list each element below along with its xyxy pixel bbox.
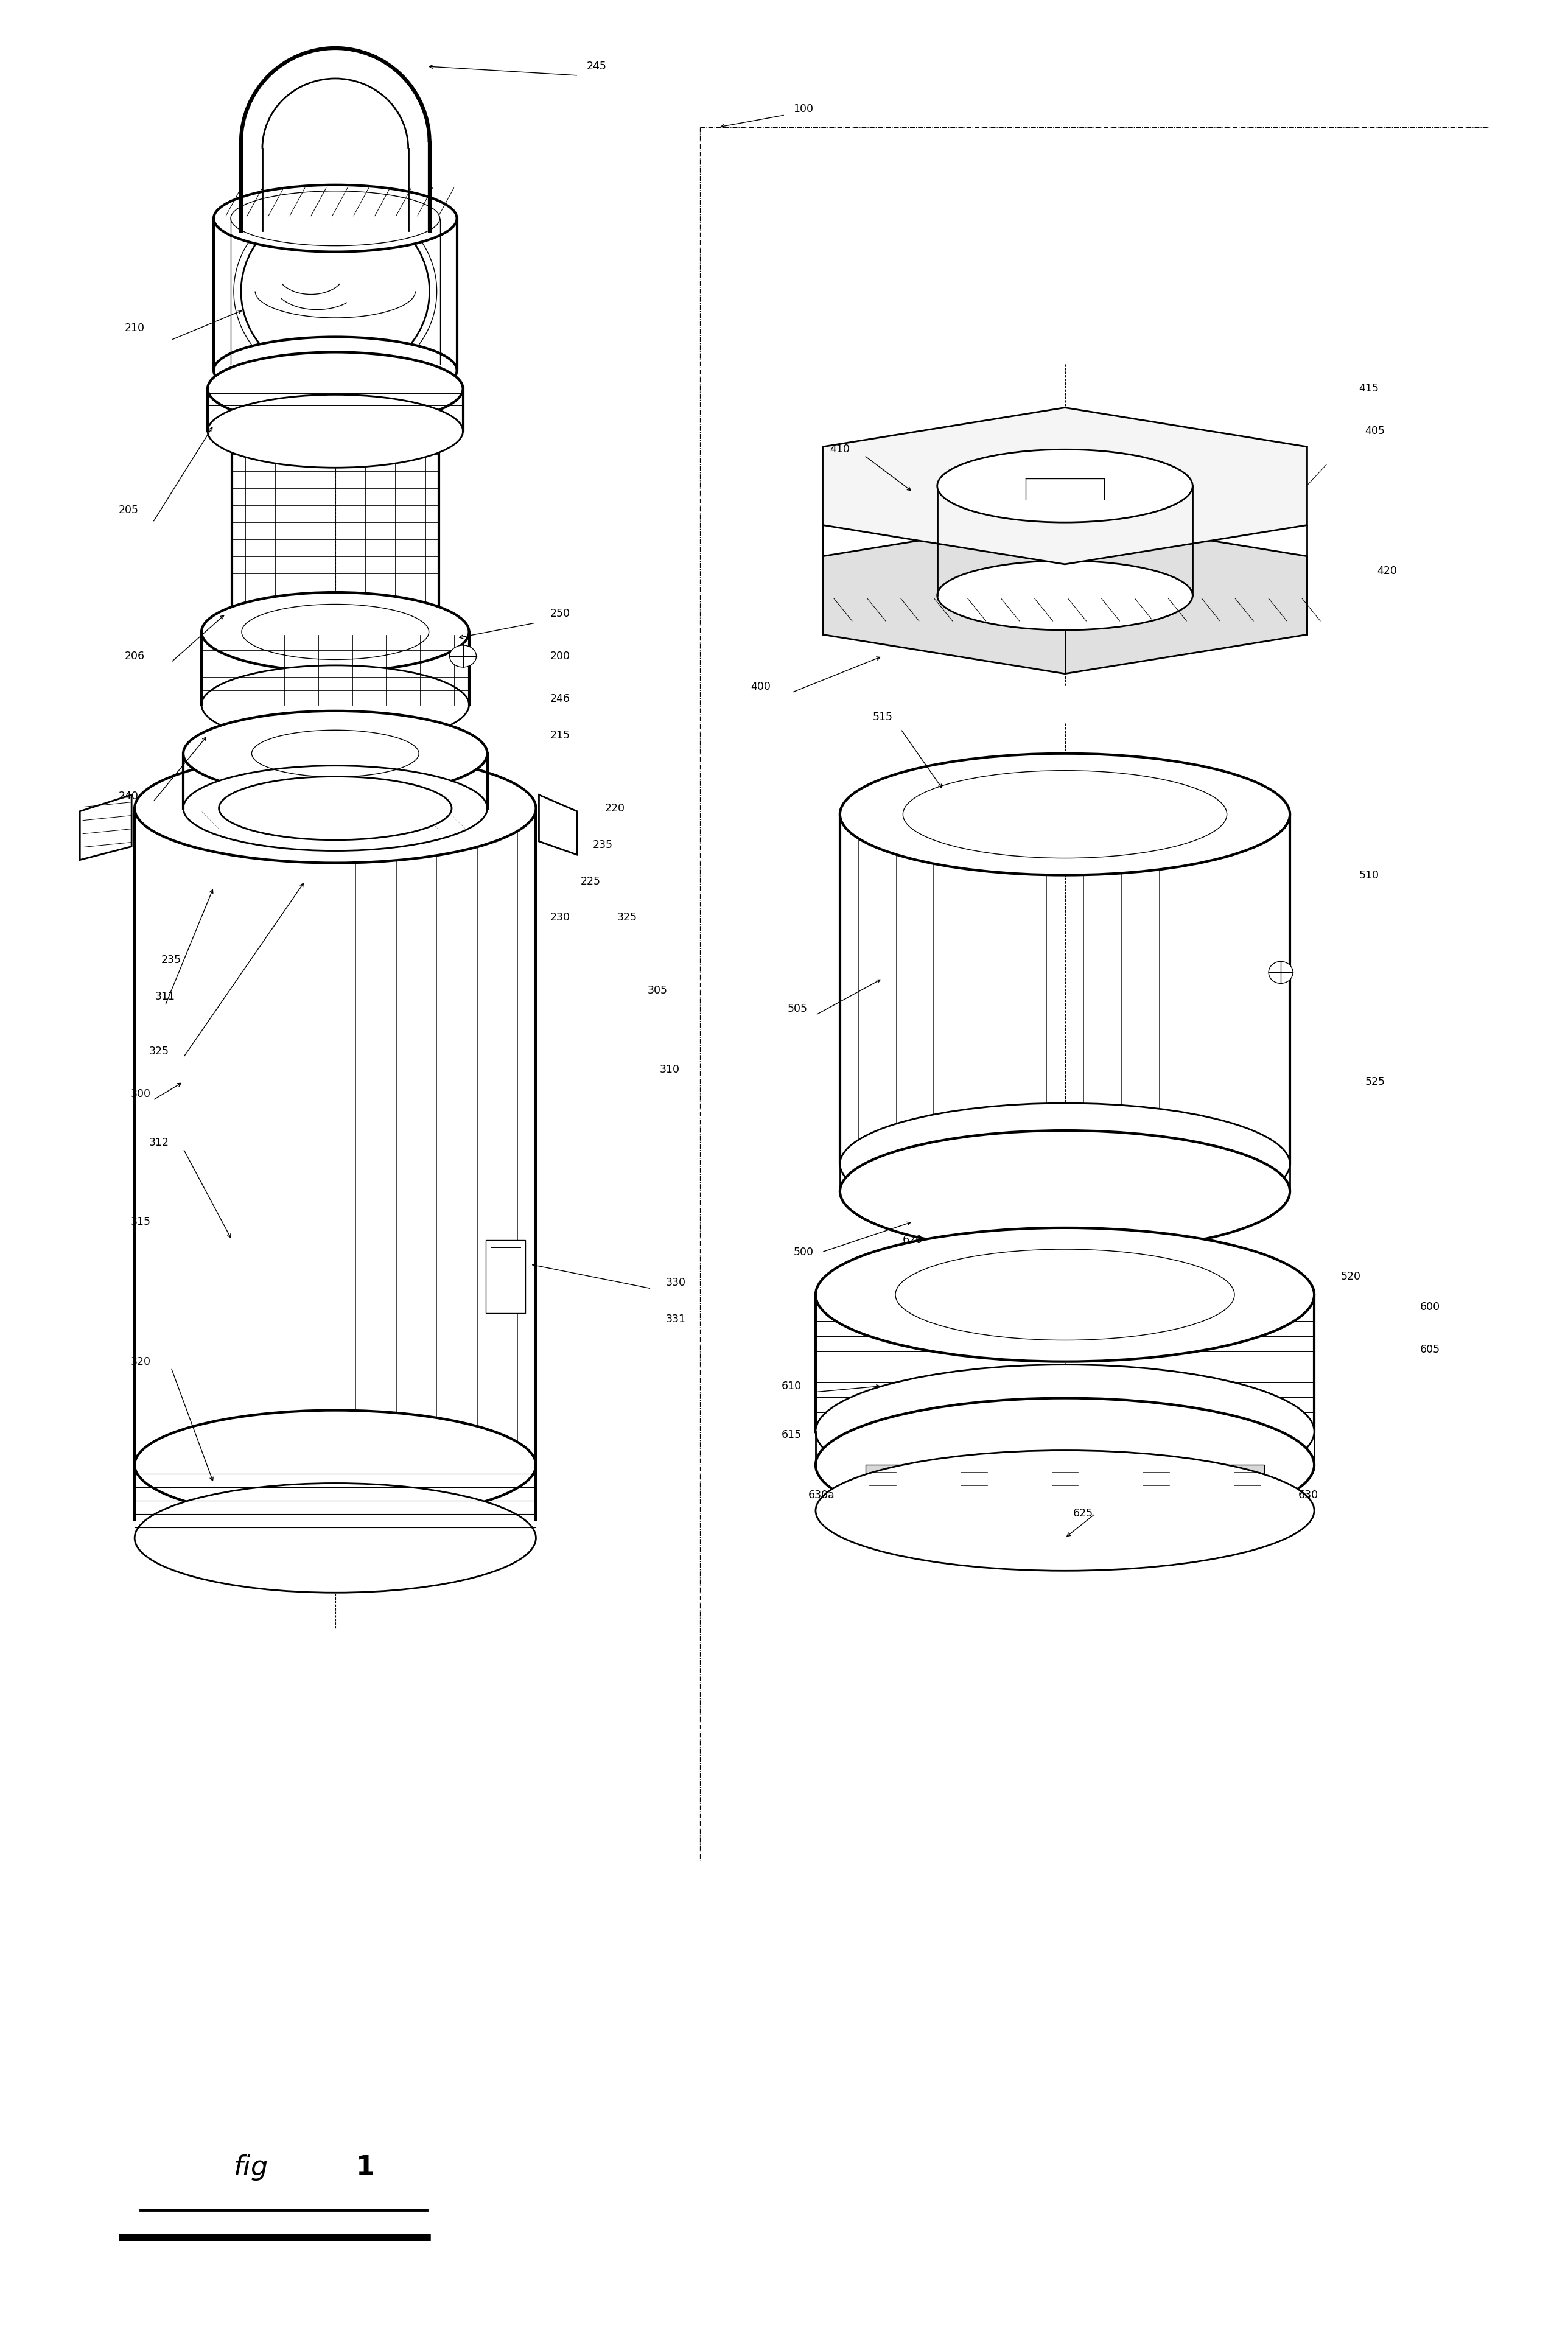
Text: 230: 230: [550, 913, 571, 923]
Text: 1: 1: [356, 2153, 375, 2181]
Polygon shape: [1047, 1465, 1082, 1510]
Text: 410: 410: [829, 444, 850, 456]
Ellipse shape: [938, 561, 1193, 629]
Text: 500: 500: [793, 1247, 814, 1259]
Text: 520: 520: [1341, 1270, 1361, 1282]
Ellipse shape: [207, 394, 463, 467]
Text: 600: 600: [1419, 1301, 1439, 1313]
Text: 325: 325: [149, 1045, 169, 1057]
Text: 630a: 630a: [809, 1491, 836, 1500]
Ellipse shape: [815, 1228, 1314, 1362]
Ellipse shape: [183, 765, 488, 850]
Text: 205: 205: [119, 505, 138, 517]
Text: $\it{fig}$: $\it{fig}$: [234, 2153, 268, 2181]
Text: 200: 200: [550, 650, 571, 662]
Text: 240: 240: [119, 791, 138, 801]
Ellipse shape: [815, 1397, 1314, 1531]
Ellipse shape: [938, 448, 1193, 521]
Ellipse shape: [241, 204, 430, 380]
Polygon shape: [80, 796, 132, 859]
Ellipse shape: [895, 1249, 1234, 1341]
Text: 100: 100: [793, 103, 814, 115]
Text: 246: 246: [550, 693, 571, 704]
Text: 620: 620: [903, 1235, 924, 1244]
Ellipse shape: [840, 1129, 1290, 1251]
Text: 330: 330: [666, 1277, 685, 1289]
Ellipse shape: [245, 728, 426, 780]
Text: 320: 320: [130, 1357, 151, 1367]
Polygon shape: [1138, 1465, 1173, 1510]
Text: 312: 312: [149, 1136, 169, 1148]
Ellipse shape: [202, 592, 469, 672]
Text: 605: 605: [1419, 1343, 1439, 1355]
Polygon shape: [823, 517, 1308, 674]
Text: 415: 415: [1359, 383, 1378, 394]
Text: 505: 505: [787, 1003, 808, 1014]
Text: 235: 235: [162, 956, 182, 965]
Text: 250: 250: [550, 608, 571, 620]
Text: 615: 615: [781, 1430, 801, 1439]
Text: 400: 400: [751, 681, 771, 693]
Text: 405: 405: [1366, 425, 1385, 437]
Ellipse shape: [840, 1104, 1290, 1226]
Ellipse shape: [183, 711, 488, 796]
Polygon shape: [866, 1465, 900, 1510]
Text: 610: 610: [781, 1381, 801, 1392]
Text: 315: 315: [130, 1216, 151, 1228]
Polygon shape: [823, 409, 1308, 564]
Text: 420: 420: [1377, 566, 1397, 578]
Ellipse shape: [135, 1411, 536, 1519]
Polygon shape: [486, 1240, 525, 1313]
Text: 305: 305: [648, 986, 668, 996]
Ellipse shape: [245, 679, 426, 730]
Text: 206: 206: [124, 650, 144, 662]
Ellipse shape: [213, 338, 456, 404]
Polygon shape: [539, 796, 577, 855]
Ellipse shape: [202, 664, 469, 744]
Text: 215: 215: [550, 730, 571, 740]
Ellipse shape: [840, 754, 1290, 876]
Ellipse shape: [220, 777, 452, 841]
Ellipse shape: [232, 404, 439, 458]
Ellipse shape: [135, 1484, 536, 1592]
Text: 220: 220: [605, 803, 626, 815]
Text: 625: 625: [1073, 1507, 1093, 1519]
Text: 225: 225: [580, 876, 601, 888]
Ellipse shape: [815, 1364, 1314, 1498]
Text: 510: 510: [1359, 869, 1378, 880]
Ellipse shape: [213, 185, 456, 251]
Ellipse shape: [207, 352, 463, 425]
Text: 525: 525: [1366, 1075, 1385, 1087]
Text: 245: 245: [586, 61, 607, 73]
Ellipse shape: [450, 646, 477, 667]
Text: 210: 210: [124, 322, 144, 333]
Text: 235: 235: [593, 838, 613, 850]
Polygon shape: [1231, 1465, 1264, 1510]
Text: 300: 300: [130, 1089, 151, 1099]
Text: 630: 630: [1298, 1491, 1319, 1500]
Text: 311: 311: [155, 991, 176, 1003]
Ellipse shape: [1269, 960, 1294, 984]
Polygon shape: [956, 1465, 991, 1510]
Ellipse shape: [815, 1451, 1314, 1571]
Text: 325: 325: [618, 913, 637, 923]
Ellipse shape: [135, 754, 536, 864]
Text: 310: 310: [660, 1064, 681, 1075]
Text: 331: 331: [666, 1313, 685, 1324]
Text: 515: 515: [872, 711, 892, 723]
